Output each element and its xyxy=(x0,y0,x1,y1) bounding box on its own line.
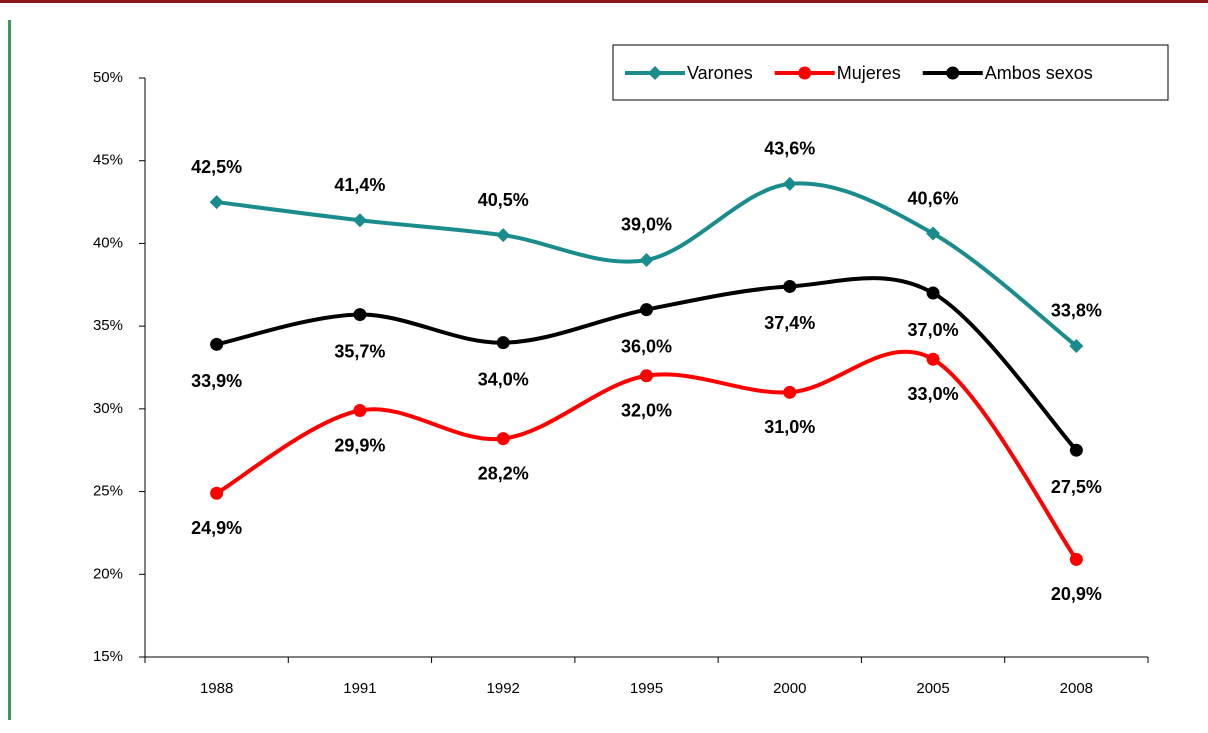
data-label: 34,0% xyxy=(478,369,529,389)
marker xyxy=(640,369,653,383)
marker xyxy=(926,226,941,241)
marker xyxy=(496,228,511,243)
x-tick-label: 1988 xyxy=(200,680,233,697)
y-tick-label: 30% xyxy=(93,400,123,417)
marker xyxy=(783,385,797,399)
data-label: 43,6% xyxy=(764,139,815,159)
marker xyxy=(1069,552,1083,566)
y-tick-label: 45% xyxy=(93,152,123,169)
data-label: 41,4% xyxy=(334,175,385,195)
y-tick-label: 35% xyxy=(93,317,123,334)
data-label: 20,9% xyxy=(1051,584,1102,604)
marker xyxy=(639,252,654,267)
data-label: 35,7% xyxy=(334,341,385,361)
left-border xyxy=(8,20,11,720)
data-label: 24,9% xyxy=(191,518,242,538)
marker xyxy=(353,404,367,418)
marker xyxy=(926,286,940,300)
data-label: 42,5% xyxy=(191,157,242,177)
marker xyxy=(783,279,797,293)
data-label: 32,0% xyxy=(621,401,672,421)
data-label: 37,4% xyxy=(764,313,815,333)
marker xyxy=(496,336,510,350)
data-label: 39,0% xyxy=(621,215,672,235)
y-tick-label: 15% xyxy=(93,648,123,665)
marker xyxy=(1069,338,1084,353)
data-label: 40,6% xyxy=(908,188,959,208)
data-label: 36,0% xyxy=(621,336,672,356)
data-label: 27,5% xyxy=(1051,477,1102,497)
x-tick-label: 1991 xyxy=(343,680,376,697)
x-tick-label: 2000 xyxy=(773,680,806,697)
data-label: 33,9% xyxy=(191,371,242,391)
marker xyxy=(782,176,797,191)
legend-label: Ambos sexos xyxy=(985,63,1093,83)
marker xyxy=(640,303,653,317)
marker xyxy=(209,195,224,210)
marker xyxy=(926,352,940,366)
data-label: 28,2% xyxy=(478,463,529,483)
series-line xyxy=(215,349,1078,561)
data-label: 40,5% xyxy=(478,190,529,210)
data-label: 33,0% xyxy=(908,384,959,404)
top-border xyxy=(0,0,1208,3)
legend-label: Mujeres xyxy=(837,63,901,83)
y-tick-label: 25% xyxy=(93,483,123,500)
marker xyxy=(798,66,812,80)
marker xyxy=(946,66,960,80)
marker xyxy=(210,337,224,351)
legend-label: Varones xyxy=(687,63,753,83)
x-tick-label: 2005 xyxy=(916,680,949,697)
data-label: 33,8% xyxy=(1051,301,1102,321)
y-tick-label: 50% xyxy=(93,69,123,86)
marker xyxy=(648,66,662,80)
marker xyxy=(1069,443,1083,457)
data-label: 31,0% xyxy=(764,417,815,437)
marker xyxy=(352,213,367,228)
data-label: 37,0% xyxy=(908,320,959,340)
legend-box xyxy=(612,44,1169,101)
y-tick-label: 20% xyxy=(93,565,123,582)
x-tick-label: 1992 xyxy=(487,680,520,697)
marker xyxy=(210,486,224,500)
marker xyxy=(353,308,367,322)
data-label: 29,9% xyxy=(334,435,385,455)
legend: Varones Mujeres Ambos sexos xyxy=(612,44,1169,101)
x-tick-label: 2008 xyxy=(1060,680,1093,697)
marker xyxy=(496,432,510,446)
y-tick-label: 40% xyxy=(93,234,123,251)
x-tick-label: 1995 xyxy=(630,680,663,697)
